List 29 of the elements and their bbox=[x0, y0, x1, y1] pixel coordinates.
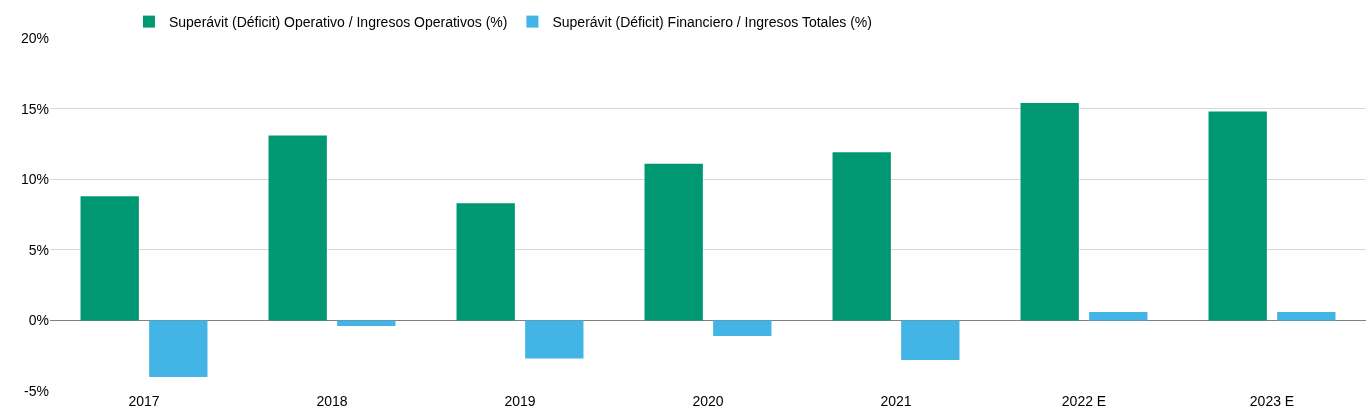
y-tick-label: 10% bbox=[20, 171, 49, 188]
bar bbox=[80, 196, 139, 321]
bar bbox=[1277, 311, 1336, 321]
y-tick-label: 15% bbox=[20, 100, 49, 117]
x-tick-label: 2019 bbox=[504, 393, 536, 409]
x-tick-label: 2018 bbox=[316, 393, 348, 409]
bar bbox=[337, 320, 396, 327]
bar bbox=[1020, 102, 1079, 321]
y-tick-label: 5% bbox=[28, 241, 49, 258]
bar bbox=[1089, 311, 1148, 321]
bar bbox=[644, 163, 703, 321]
legend-label: Superávit (Déficit) Operativo / Ingresos Operativos (%) bbox=[168, 14, 508, 31]
x-tick-label: 2022 E bbox=[1061, 393, 1107, 409]
bar bbox=[713, 320, 772, 336]
bar bbox=[832, 152, 891, 321]
x-tick-label: 2020 bbox=[692, 393, 724, 409]
y-tick-label: 0% bbox=[28, 312, 49, 329]
legend-label: Superávit (Déficit) Financiero / Ingresos Totales (%) bbox=[552, 14, 872, 31]
y-tick-label: -5% bbox=[24, 382, 49, 399]
y-tick-label: 20% bbox=[20, 29, 49, 46]
bar bbox=[456, 203, 515, 321]
x-tick-label: 2023 E bbox=[1249, 393, 1295, 409]
x-tick-label: 2017 bbox=[128, 393, 160, 409]
bar bbox=[149, 320, 208, 377]
x-tick-label: 2021 bbox=[880, 393, 912, 409]
bar bbox=[268, 135, 327, 321]
bar bbox=[1208, 111, 1267, 321]
bar bbox=[901, 320, 960, 360]
bar bbox=[525, 320, 584, 359]
